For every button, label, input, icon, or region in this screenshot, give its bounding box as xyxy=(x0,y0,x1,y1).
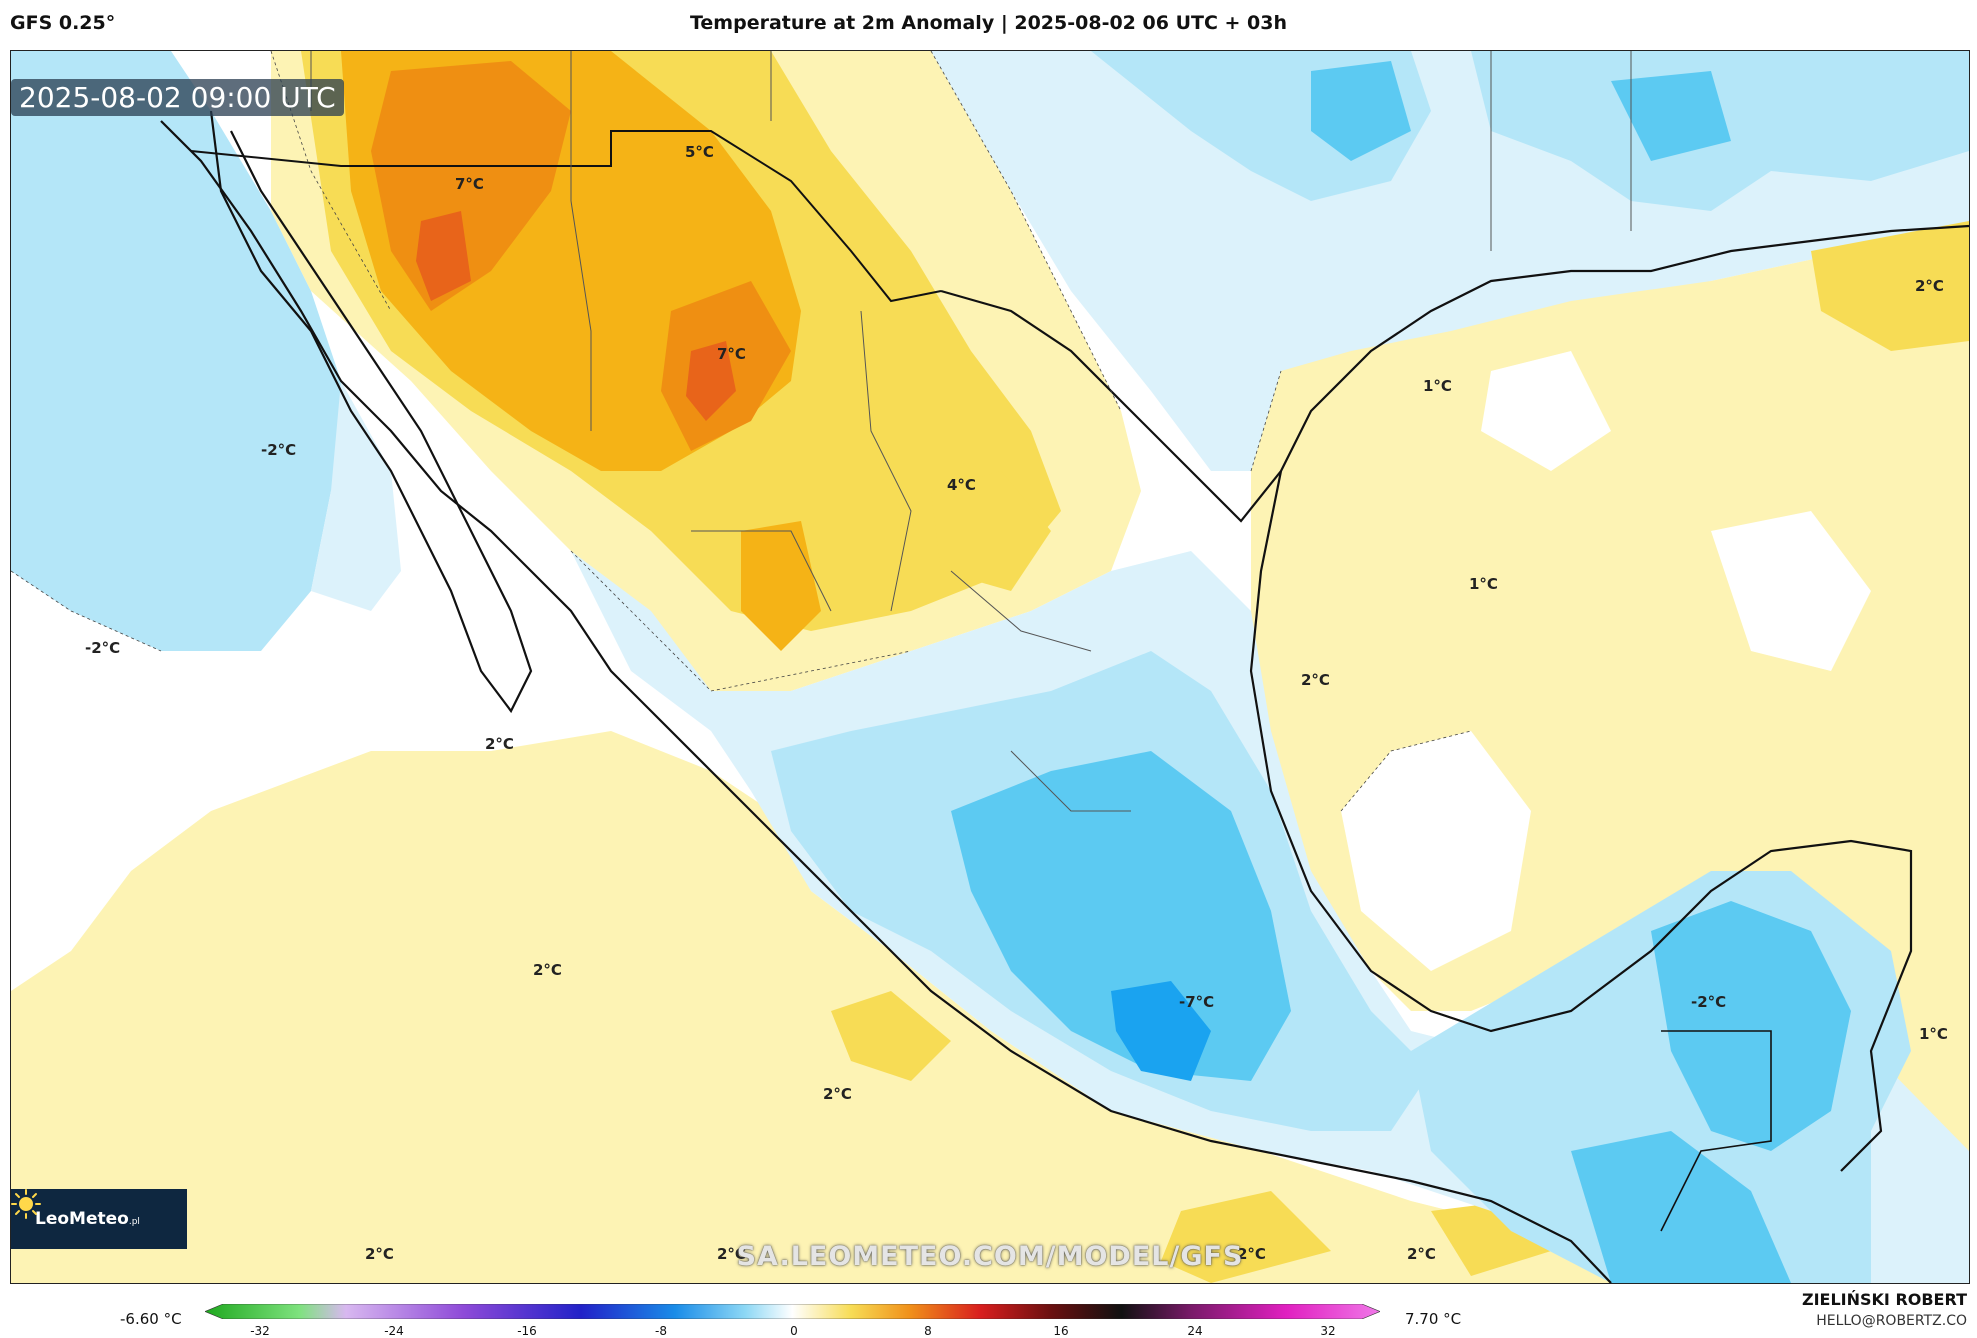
warm-spot-pacific-2 xyxy=(1161,1191,1331,1283)
map-label: -2°C xyxy=(261,441,297,459)
colder-region-mexico xyxy=(951,751,1291,1081)
cool-region-northeast-5 xyxy=(1611,71,1731,161)
source-watermark: SA.LEOMETEO.COM/MODEL/GFS xyxy=(736,1241,1244,1272)
warm-spot-pacific xyxy=(831,991,951,1081)
colorbar-tick: -8 xyxy=(655,1324,667,1338)
map-label: 2°C xyxy=(1237,1245,1266,1263)
hottest-spot-2 xyxy=(686,341,736,421)
map-panel[interactable]: 2025-08-02 09:00 UTC 5°C 7°C 7°C 4°C 1°C… xyxy=(10,50,1970,1284)
map-label: 2°C xyxy=(1407,1245,1436,1263)
colorbar xyxy=(205,1304,1380,1319)
map-label: 2°C xyxy=(533,961,562,979)
colorbar-tick: 8 xyxy=(924,1324,932,1338)
colorbar-tick: 32 xyxy=(1320,1324,1336,1338)
logo-name: LeoMeteo.pl xyxy=(35,1209,140,1229)
cool-region-pacific xyxy=(11,51,361,651)
map-label: 4°C xyxy=(947,476,976,494)
colorbar-min-label: -6.60 °C xyxy=(120,1310,182,1328)
map-label: 2°C xyxy=(485,735,514,753)
map-label: 1°C xyxy=(1423,377,1452,395)
chart-title: Temperature at 2m Anomaly | 2025-08-02 0… xyxy=(689,12,1288,34)
map-label: 2°C xyxy=(1915,277,1944,295)
map-label: 2°C xyxy=(717,1245,746,1263)
map-label: -2°C xyxy=(1691,993,1727,1011)
cool-region-northeast-4 xyxy=(1311,61,1411,161)
map-label: 1°C xyxy=(1919,1025,1948,1043)
colorbar-tick: 16 xyxy=(1053,1324,1069,1338)
author-email[interactable]: HELLO@ROBERTZ.CO xyxy=(1816,1313,1967,1329)
colorbar-tick: -16 xyxy=(517,1324,537,1338)
border-gt xyxy=(1660,1030,1772,1232)
border-us-mexico xyxy=(190,130,942,303)
map-label: 2°C xyxy=(823,1085,852,1103)
coldest-region-mexico xyxy=(1111,981,1211,1081)
map-label: 7°C xyxy=(717,345,746,363)
map-label: 2°C xyxy=(365,1245,394,1263)
author-credit: ZIELIŃSKI ROBERT xyxy=(1801,1290,1967,1309)
valid-time-badge: 2025-08-02 09:00 UTC xyxy=(11,79,344,116)
colorbar-tick: 0 xyxy=(790,1324,798,1338)
colorbar-tick: 24 xyxy=(1187,1324,1203,1338)
neutral-gulf-2 xyxy=(1481,351,1611,471)
cold-region-central-america xyxy=(1571,1131,1791,1283)
map-label: 2°C xyxy=(1301,671,1330,689)
model-name: GFS 0.25° xyxy=(10,12,116,34)
neutral-gulf-1 xyxy=(1341,731,1531,971)
hottest-spot-1 xyxy=(416,211,471,301)
coastline-gulf-mexico xyxy=(1249,470,1913,1172)
colorbar-tick: -24 xyxy=(384,1324,404,1338)
colorbar-tick: -32 xyxy=(250,1324,270,1338)
coastline-baja xyxy=(209,110,533,714)
map-canvas xyxy=(11,51,1969,1283)
neutral-gulf-3 xyxy=(1711,511,1871,671)
coastline-pacific xyxy=(160,120,1612,1283)
cold-region-yucatan xyxy=(1651,901,1851,1151)
map-label: 5°C xyxy=(685,143,714,161)
colorbar-max-label: 7.70 °C xyxy=(1405,1310,1462,1328)
map-label: -2°C xyxy=(85,639,121,657)
warm-spot-gulf-east xyxy=(1811,221,1969,351)
warm-spot-east xyxy=(741,521,821,651)
cool-region-pacific-inner xyxy=(311,381,401,611)
contour-lines xyxy=(11,51,1472,812)
map-label: -7°C xyxy=(1179,993,1215,1011)
map-label: 7°C xyxy=(455,175,484,193)
map-label: 1°C xyxy=(1469,575,1498,593)
leometeo-logo[interactable]: LeoMeteo.pl xyxy=(11,1189,187,1249)
warm-spot-east-2 xyxy=(931,471,1051,591)
